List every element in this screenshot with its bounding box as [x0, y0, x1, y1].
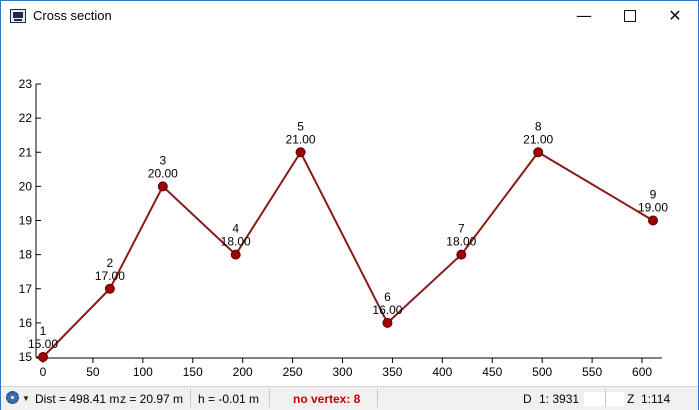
- status-z-label: Z: [627, 392, 635, 406]
- x-tick-label: 100: [133, 365, 153, 379]
- vertex-index-label: 7: [458, 222, 465, 236]
- vertex-point: [230, 249, 241, 260]
- status-z: z = 20.97 m: [120, 392, 184, 406]
- close-button[interactable]: ✕: [668, 6, 682, 25]
- vertex-point: [456, 249, 467, 260]
- y-tick-label: 15: [19, 350, 33, 364]
- vertex-index-label: 8: [535, 119, 542, 133]
- vertex-value-label: 15.00: [28, 337, 58, 351]
- vertex-index-label: 6: [384, 290, 391, 304]
- x-tick-label: 150: [183, 365, 203, 379]
- maximize-icon: [624, 9, 636, 22]
- status-z-value: 1:114: [641, 392, 671, 406]
- vertex-point: [648, 215, 659, 226]
- x-tick-label: 200: [233, 365, 253, 379]
- vertex-index-label: 5: [297, 119, 304, 133]
- x-tick-label: 600: [632, 365, 652, 379]
- vertex-point: [38, 352, 48, 362]
- status-divider: [605, 389, 606, 407]
- status-divider: [269, 389, 270, 407]
- y-tick-label: 17: [19, 282, 33, 296]
- scale-field[interactable]: [584, 391, 624, 406]
- status-divider: [190, 389, 191, 407]
- x-tick-label: 250: [283, 365, 303, 379]
- vertex-value-label: 21.00: [286, 132, 316, 146]
- x-tick-label: 350: [382, 365, 402, 379]
- x-tick-label: 50: [86, 365, 100, 379]
- minimize-button[interactable]: —: [576, 6, 592, 25]
- status-h: h = -0.01 m: [198, 392, 260, 406]
- vertex-point: [382, 317, 393, 328]
- x-tick-label: 550: [582, 365, 602, 379]
- gear-icon: [6, 391, 19, 404]
- y-tick-label: 22: [19, 111, 33, 125]
- maximize-button[interactable]: [607, 1, 653, 31]
- x-tick-label: 0: [40, 365, 47, 379]
- status-d-field: [584, 391, 624, 406]
- chevron-down-icon: ▼: [22, 394, 30, 403]
- vertex-value-label: 19.00: [638, 201, 668, 215]
- status-dist: Dist = 498.41 m: [35, 392, 120, 406]
- vertex-value-label: 20.00: [148, 166, 178, 180]
- vertex-value-label: 16.00: [372, 303, 402, 317]
- x-tick-label: 450: [482, 365, 502, 379]
- series-line: [42, 150, 654, 358]
- x-tick-label: 500: [532, 365, 552, 379]
- vertex-index-label: 1: [40, 324, 47, 338]
- tools-menu-button[interactable]: ▼: [5, 390, 30, 407]
- vertex-index-label: 3: [159, 153, 166, 167]
- vertex-index-label: 2: [107, 256, 114, 270]
- y-tick-label: 20: [19, 179, 33, 193]
- vertex-point: [295, 147, 306, 158]
- status-divider: [377, 389, 378, 407]
- vertex-point: [104, 283, 115, 294]
- status-d-label: D: [523, 392, 532, 406]
- y-tick-label: 19: [19, 214, 33, 228]
- window-title: Cross section: [33, 8, 112, 23]
- vertex-value-label: 18.00: [446, 235, 476, 249]
- vertex-value-label: 18.00: [221, 235, 251, 249]
- status-bar: ▼ Dist = 498.41 m z = 20.97 m h = -0.01 …: [1, 386, 698, 410]
- y-tick-label: 23: [19, 77, 33, 91]
- status-d-value: 1: 3931: [539, 392, 580, 406]
- vertex-value-label: 17.00: [95, 269, 125, 283]
- y-tick-label: 18: [19, 248, 33, 262]
- vertex-point: [157, 181, 168, 192]
- x-tick-label: 300: [333, 365, 353, 379]
- title-bar[interactable]: Cross section — ✕: [1, 1, 698, 31]
- vertex-index-label: 4: [232, 222, 239, 236]
- vertex-value-label: 21.00: [523, 132, 553, 146]
- vertex-index-label: 9: [650, 188, 657, 202]
- status-vertex: no vertex: 8: [293, 392, 361, 406]
- y-tick-label: 16: [19, 316, 33, 330]
- y-tick-label: 21: [19, 145, 33, 159]
- cross-section-plot[interactable]: 15 16 17 18 19 20 21 22 23 0 50 100 150 200 250 300 350 4…: [1, 32, 698, 381]
- x-tick-label: 400: [432, 365, 452, 379]
- app-icon: [10, 9, 26, 23]
- vertex-point: [533, 147, 544, 158]
